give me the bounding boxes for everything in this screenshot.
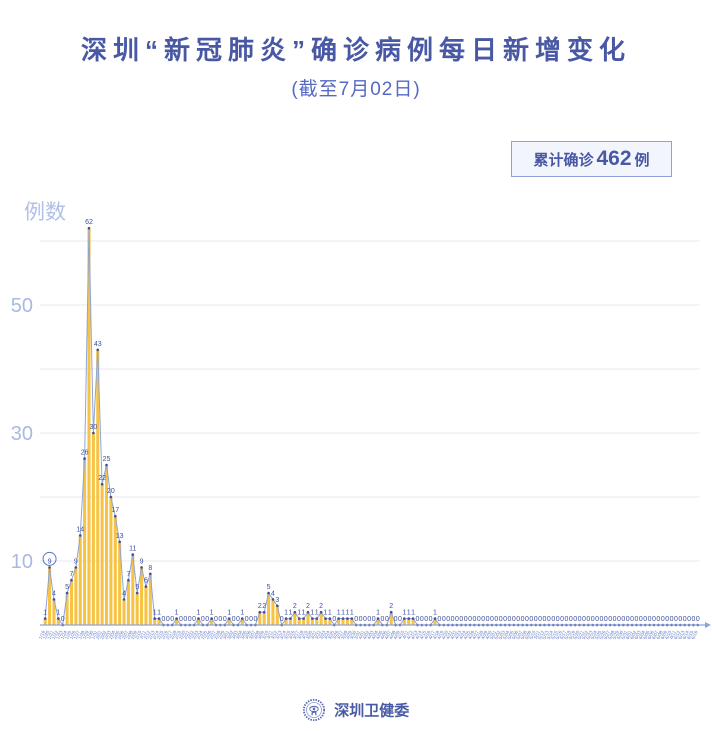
svg-text:7: 7 [126,571,130,578]
svg-text:3: 3 [275,597,279,604]
svg-text:17: 17 [111,507,119,514]
svg-text:5: 5 [135,584,139,591]
svg-text:2: 2 [389,603,393,610]
svg-text:11: 11 [129,546,136,553]
svg-text:0: 0 [429,616,433,623]
svg-text:2: 2 [262,603,266,610]
svg-text:20: 20 [107,488,115,495]
svg-text:30: 30 [11,423,33,445]
svg-text:0: 0 [205,616,209,623]
svg-text:4: 4 [52,590,56,597]
svg-text:25: 25 [103,456,111,463]
svg-text:62: 62 [85,219,93,226]
svg-text:0: 0 [253,616,257,623]
svg-text:14: 14 [76,526,84,533]
svg-text:6: 6 [144,578,148,585]
svg-text:1: 1 [43,610,47,617]
svg-text:30: 30 [89,424,97,431]
svg-text:1: 1 [289,610,293,617]
svg-text:26: 26 [81,450,89,457]
svg-text:0: 0 [170,616,174,623]
svg-text:8: 8 [148,565,152,572]
svg-text:0: 0 [332,616,336,623]
svg-text:1: 1 [302,610,306,617]
svg-text:0: 0 [223,616,227,623]
svg-text:13: 13 [116,533,124,540]
svg-text:10: 10 [11,551,33,573]
svg-text:0: 0 [372,616,376,623]
svg-text:7: 7 [70,571,74,578]
svg-text:43: 43 [94,341,102,348]
svg-text:9: 9 [74,558,78,565]
svg-text:0: 0 [398,616,402,623]
svg-text:50: 50 [11,295,33,317]
svg-text:0: 0 [280,616,284,623]
svg-text:4: 4 [122,590,126,597]
svg-text:1: 1 [315,610,319,617]
svg-text:9: 9 [48,558,52,565]
svg-text:0: 0 [696,616,700,623]
svg-text:0: 0 [192,616,196,623]
svg-text:0: 0 [61,616,65,623]
svg-text:22: 22 [98,475,106,482]
svg-text:0: 0 [236,616,240,623]
svg-text:0: 0 [385,616,389,623]
svg-text:9: 9 [140,558,144,565]
svg-text:5: 5 [65,584,69,591]
